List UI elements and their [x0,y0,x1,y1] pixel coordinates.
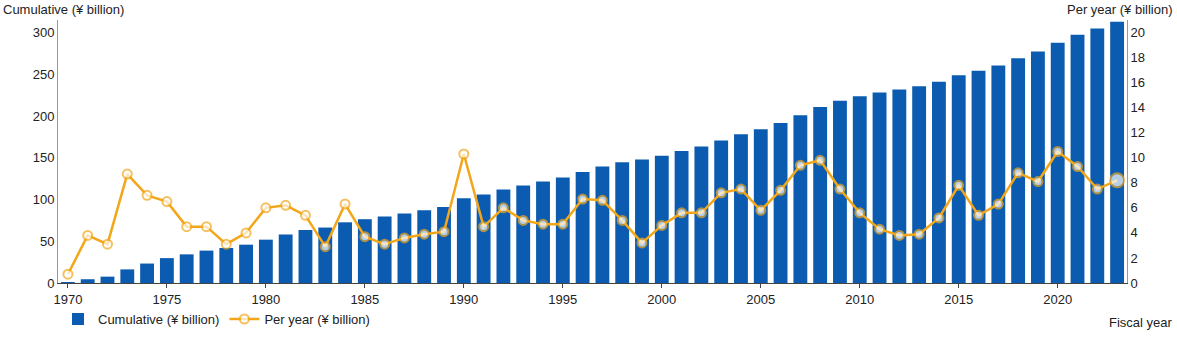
svg-text:250: 250 [33,67,55,82]
svg-text:Per year (¥ billion): Per year (¥ billion) [1067,2,1173,17]
svg-text:Fiscal year: Fiscal year [1109,315,1173,330]
svg-text:20: 20 [1131,25,1145,40]
svg-text:200: 200 [33,109,55,124]
svg-text:100: 100 [33,192,55,207]
svg-text:2005: 2005 [746,292,775,307]
svg-text:1985: 1985 [350,292,379,307]
svg-text:12: 12 [1131,125,1145,140]
svg-text:10: 10 [1131,150,1145,165]
svg-text:150: 150 [33,150,55,165]
svg-text:18: 18 [1131,50,1145,65]
svg-text:Cumulative (¥ billion): Cumulative (¥ billion) [3,2,124,17]
svg-text:0: 0 [47,276,54,291]
svg-text:16: 16 [1131,75,1145,90]
svg-text:Cumulative (¥ billion): Cumulative (¥ billion) [98,312,219,327]
svg-text:2000: 2000 [647,292,676,307]
svg-text:6: 6 [1131,200,1138,215]
svg-text:14: 14 [1131,100,1145,115]
svg-text:1970: 1970 [53,292,82,307]
svg-text:4: 4 [1131,225,1138,240]
svg-text:2: 2 [1131,251,1138,266]
svg-text:1980: 1980 [251,292,280,307]
svg-text:0: 0 [1131,276,1138,291]
svg-text:50: 50 [40,234,54,249]
svg-text:2020: 2020 [1043,292,1072,307]
svg-text:2015: 2015 [944,292,973,307]
svg-text:8: 8 [1131,175,1138,190]
svg-text:1995: 1995 [548,292,577,307]
svg-text:Per year (¥ billion): Per year (¥ billion) [264,312,370,327]
svg-text:300: 300 [33,25,55,40]
svg-text:1975: 1975 [152,292,181,307]
svg-text:1990: 1990 [449,292,478,307]
svg-text:2010: 2010 [845,292,874,307]
